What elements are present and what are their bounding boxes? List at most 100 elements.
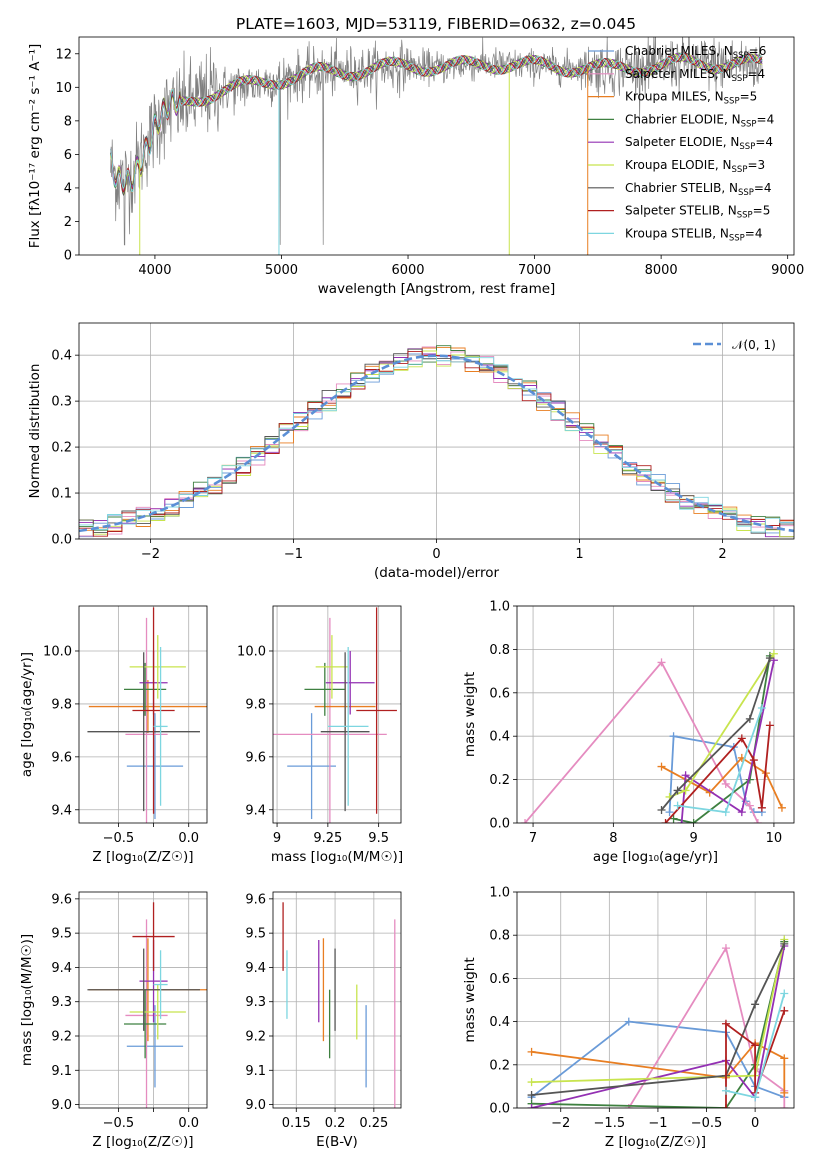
x-axis-label: mass [log₁₀(M/M☉)] — [271, 849, 403, 865]
legend-sub: SSP — [738, 188, 754, 198]
x-tick-label: 9.25 — [313, 831, 342, 846]
weight-marker — [669, 732, 678, 741]
weight-marker — [753, 819, 762, 823]
x-tick-label: −0.5 — [691, 1116, 723, 1131]
x-tick-label: 0.0 — [178, 831, 199, 846]
legend-tail: =6 — [749, 44, 767, 58]
histogram-steps — [79, 356, 794, 533]
y-tick-label: 1.0 — [489, 886, 510, 901]
weight-marker — [757, 803, 766, 812]
y-tick-label: 0.6 — [489, 686, 510, 701]
model-spectrum — [110, 53, 763, 197]
y-tick-label: 10 — [55, 81, 72, 96]
panel-mass-weight-vs-age: 7 8 9 10 0.0 0.2 0.4 0.6 0.8 1.0 age [log₁₀(age/yr… — [462, 600, 795, 865]
legend-tail: =3 — [747, 158, 765, 172]
y-tick-label: 0.0 — [489, 817, 510, 832]
legend-sub: SSP — [732, 165, 748, 175]
x-tick-label: 9.5 — [368, 831, 389, 846]
x-axis-label: wavelength [Angstrom, rest frame] — [318, 281, 556, 297]
weight-marker — [657, 658, 666, 667]
y-tick-label: 9.4 — [51, 961, 72, 976]
y-tick-label: 12 — [55, 47, 72, 62]
y-tick-label: 10.0 — [237, 644, 266, 659]
x-tick-label: 10 — [766, 831, 783, 846]
x-axis-label: (data-model)/error — [374, 565, 500, 581]
panel-spectrum: 4000 5000 6000 7000 8000 9000 0 2 4 6 8 10 12 wavelen… — [27, 36, 804, 297]
y-tick-label: 6 — [64, 148, 72, 163]
y-tick-label: 9.1 — [51, 1064, 72, 1079]
weight-marker — [780, 989, 789, 998]
weight-marker — [527, 1104, 536, 1108]
x-tick-label: −0.5 — [103, 1116, 135, 1131]
weight-marker — [737, 734, 746, 743]
weight-marker — [689, 819, 698, 823]
y-tick-label: 0.0 — [489, 1102, 510, 1117]
axes-frame — [78, 322, 795, 540]
legend-tail: =4 — [754, 181, 772, 195]
axes-frame — [272, 891, 402, 1109]
gaussian-curve — [79, 354, 794, 533]
legend-sub: SSP — [732, 74, 748, 84]
y-tick-label: 0.2 — [489, 773, 510, 788]
y-tick-label: 9.3 — [51, 995, 72, 1010]
weight-marker — [737, 808, 746, 817]
legend-sub: SSP — [733, 51, 749, 61]
x-tick-label: 8000 — [645, 263, 678, 278]
y-tick-label: 0.0 — [51, 533, 72, 548]
y-tick-label: 9.4 — [245, 803, 266, 818]
y-tick-label: 2 — [64, 215, 72, 230]
weight-marker — [669, 814, 678, 823]
histogram-steps — [79, 351, 794, 537]
y-tick-label: 10.0 — [43, 644, 72, 659]
y-axis-label: mass [log₁₀(M/M☉)] — [19, 934, 35, 1066]
x-tick-label: 9 — [273, 831, 281, 846]
y-tick-label: 0.2 — [51, 441, 72, 456]
x-axis-label: Z [log₁₀(Z/Z☉)] — [92, 849, 193, 865]
weight-line — [531, 945, 786, 1108]
y-tick-label: 0.1 — [51, 487, 72, 502]
weight-marker — [769, 649, 778, 658]
panel-mass-vs-EBV: 0.15 0.2 0.25 9.0 9.1 9.2 9.3 9.4 9.5 9.6 E(B-V) — [245, 891, 402, 1150]
axes-frame — [78, 36, 795, 256]
legend-text: Chabrier MILES, N — [625, 44, 733, 58]
legend-text: Kroupa ELODIE, N — [625, 158, 732, 172]
y-tick-label: 9.6 — [51, 892, 72, 907]
weight-marker — [527, 1047, 536, 1056]
legend-text: Salpeter MILES, N — [625, 67, 732, 81]
legend-entry: Salpeter STELIB, NSSP=5 — [625, 204, 770, 221]
legend-entry: 𝒩(0, 1) — [732, 338, 776, 352]
y-tick-label: 9.2 — [245, 1030, 266, 1045]
weight-marker — [721, 1019, 730, 1028]
weight-marker — [745, 801, 754, 810]
y-tick-label: 9.2 — [51, 1030, 72, 1045]
y-tick-label: 0.8 — [489, 643, 510, 658]
weight-marker — [749, 756, 758, 765]
y-tick-label: 9.6 — [245, 892, 266, 907]
x-tick-label: 5000 — [265, 263, 298, 278]
plot-area — [79, 345, 794, 538]
legend-tail: =5 — [740, 90, 758, 104]
weight-marker — [673, 786, 682, 795]
legend-entry: Kroupa MILES, NSSP=5 — [625, 90, 757, 107]
y-tick-label: 9.3 — [245, 995, 266, 1010]
y-tick-label: 0.6 — [489, 972, 510, 987]
weight-line — [680, 660, 775, 823]
weight-marker — [527, 1091, 536, 1100]
y-axis-label: age [log₁₀(age/yr)] — [19, 652, 35, 777]
model-spectrum — [110, 52, 763, 193]
weight-marker — [721, 944, 730, 953]
plot-area — [521, 649, 786, 823]
x-tick-label: 0.2 — [325, 1116, 346, 1131]
x-tick-label: −1.5 — [594, 1116, 626, 1131]
plot-area — [273, 607, 397, 823]
weight-marker — [780, 1006, 789, 1015]
x-tick-label: −2 — [551, 1116, 570, 1131]
y-axis-label: mass weight — [462, 957, 478, 1042]
x-axis-label: Z [log₁₀(Z/Z☉)] — [605, 1134, 706, 1150]
weight-marker — [751, 1093, 760, 1102]
y-tick-label: 0.2 — [489, 1058, 510, 1073]
x-tick-label: 4000 — [138, 263, 171, 278]
weight-marker — [751, 1041, 760, 1050]
legend-text: Chabrier ELODIE, N — [625, 112, 741, 126]
y-tick-label: 9.5 — [51, 927, 72, 942]
